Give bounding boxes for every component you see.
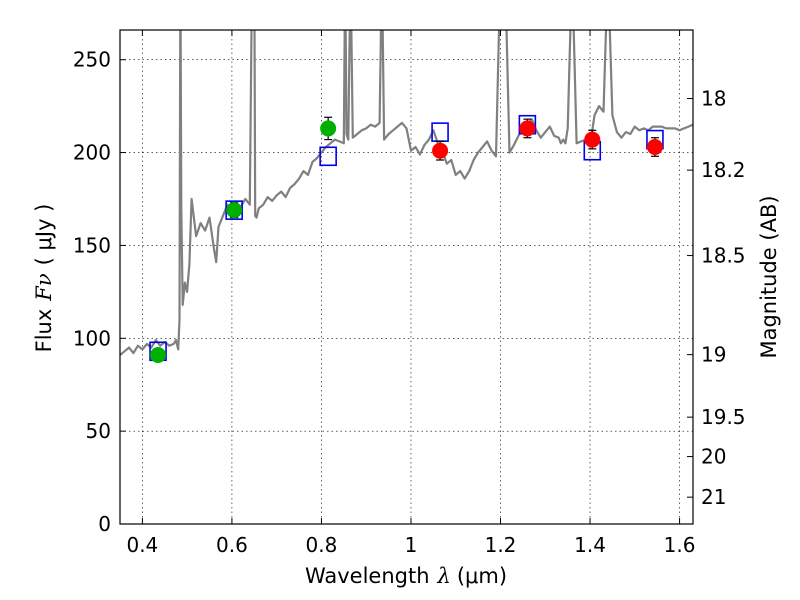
model-spectrum-line: [120, 30, 693, 356]
data-point: [150, 347, 167, 363]
y-axis-symbol: Fν: [32, 273, 56, 302]
data-point: [519, 120, 536, 137]
y2-axis-label: Magnitude (AB): [757, 195, 781, 358]
y-tick-label: 150: [73, 233, 111, 257]
model-spectrum: [120, 30, 693, 356]
y-axis-unit: ( μJy ): [32, 204, 56, 266]
y-tick-label: 100: [73, 326, 111, 350]
x-tick-label: 1.4: [574, 533, 606, 557]
plot-frame: [119, 29, 694, 525]
mag-tick-label: 18.5: [701, 244, 746, 268]
photometry-points: [150, 116, 663, 363]
x-axis-label-text: Wavelength: [305, 564, 430, 588]
y-tick-label: 50: [86, 419, 111, 443]
mag-tick-label: 19.5: [701, 405, 746, 429]
x-tick-label: 0.8: [306, 533, 338, 557]
data-point: [432, 142, 449, 159]
x-axis-symbol: λ: [437, 564, 451, 588]
mag-tick-label: 18.2: [701, 158, 746, 182]
x-axis-label: Wavelength λ (μm): [305, 564, 507, 588]
data-point: [646, 139, 663, 155]
x-tick-label: 1.2: [485, 533, 517, 557]
model-photometry-box: [319, 146, 337, 167]
y-axis-label: Flux Fν ( μJy ): [32, 204, 56, 353]
data-point: [226, 202, 243, 219]
x-tick-label: 1: [405, 533, 418, 557]
grid-lines: [120, 30, 693, 524]
axis-ticks: 0.4 0.6 0.8 1 1.2 1.4 1.6 0 50 100 150 200 250 18 18.2…: [73, 30, 746, 557]
y-axis-label-text: Flux: [32, 309, 56, 353]
mag-tick-label: 19: [701, 343, 726, 367]
model-photometry-boxes: [149, 114, 664, 362]
x-tick-label: 0.6: [216, 533, 248, 557]
y-tick-label: 0: [98, 512, 111, 536]
data-point: [320, 120, 337, 137]
y-tick-label: 200: [73, 141, 111, 165]
x-tick-label: 1.6: [664, 533, 696, 557]
mag-tick-label: 21: [701, 485, 726, 509]
x-tick-label: 0.4: [126, 533, 158, 557]
x-axis-unit: (μm): [457, 564, 507, 588]
mag-tick-label: 20: [701, 445, 726, 469]
data-point: [584, 131, 601, 148]
mag-tick-label: 18: [701, 87, 726, 111]
y-tick-label: 250: [73, 48, 111, 72]
